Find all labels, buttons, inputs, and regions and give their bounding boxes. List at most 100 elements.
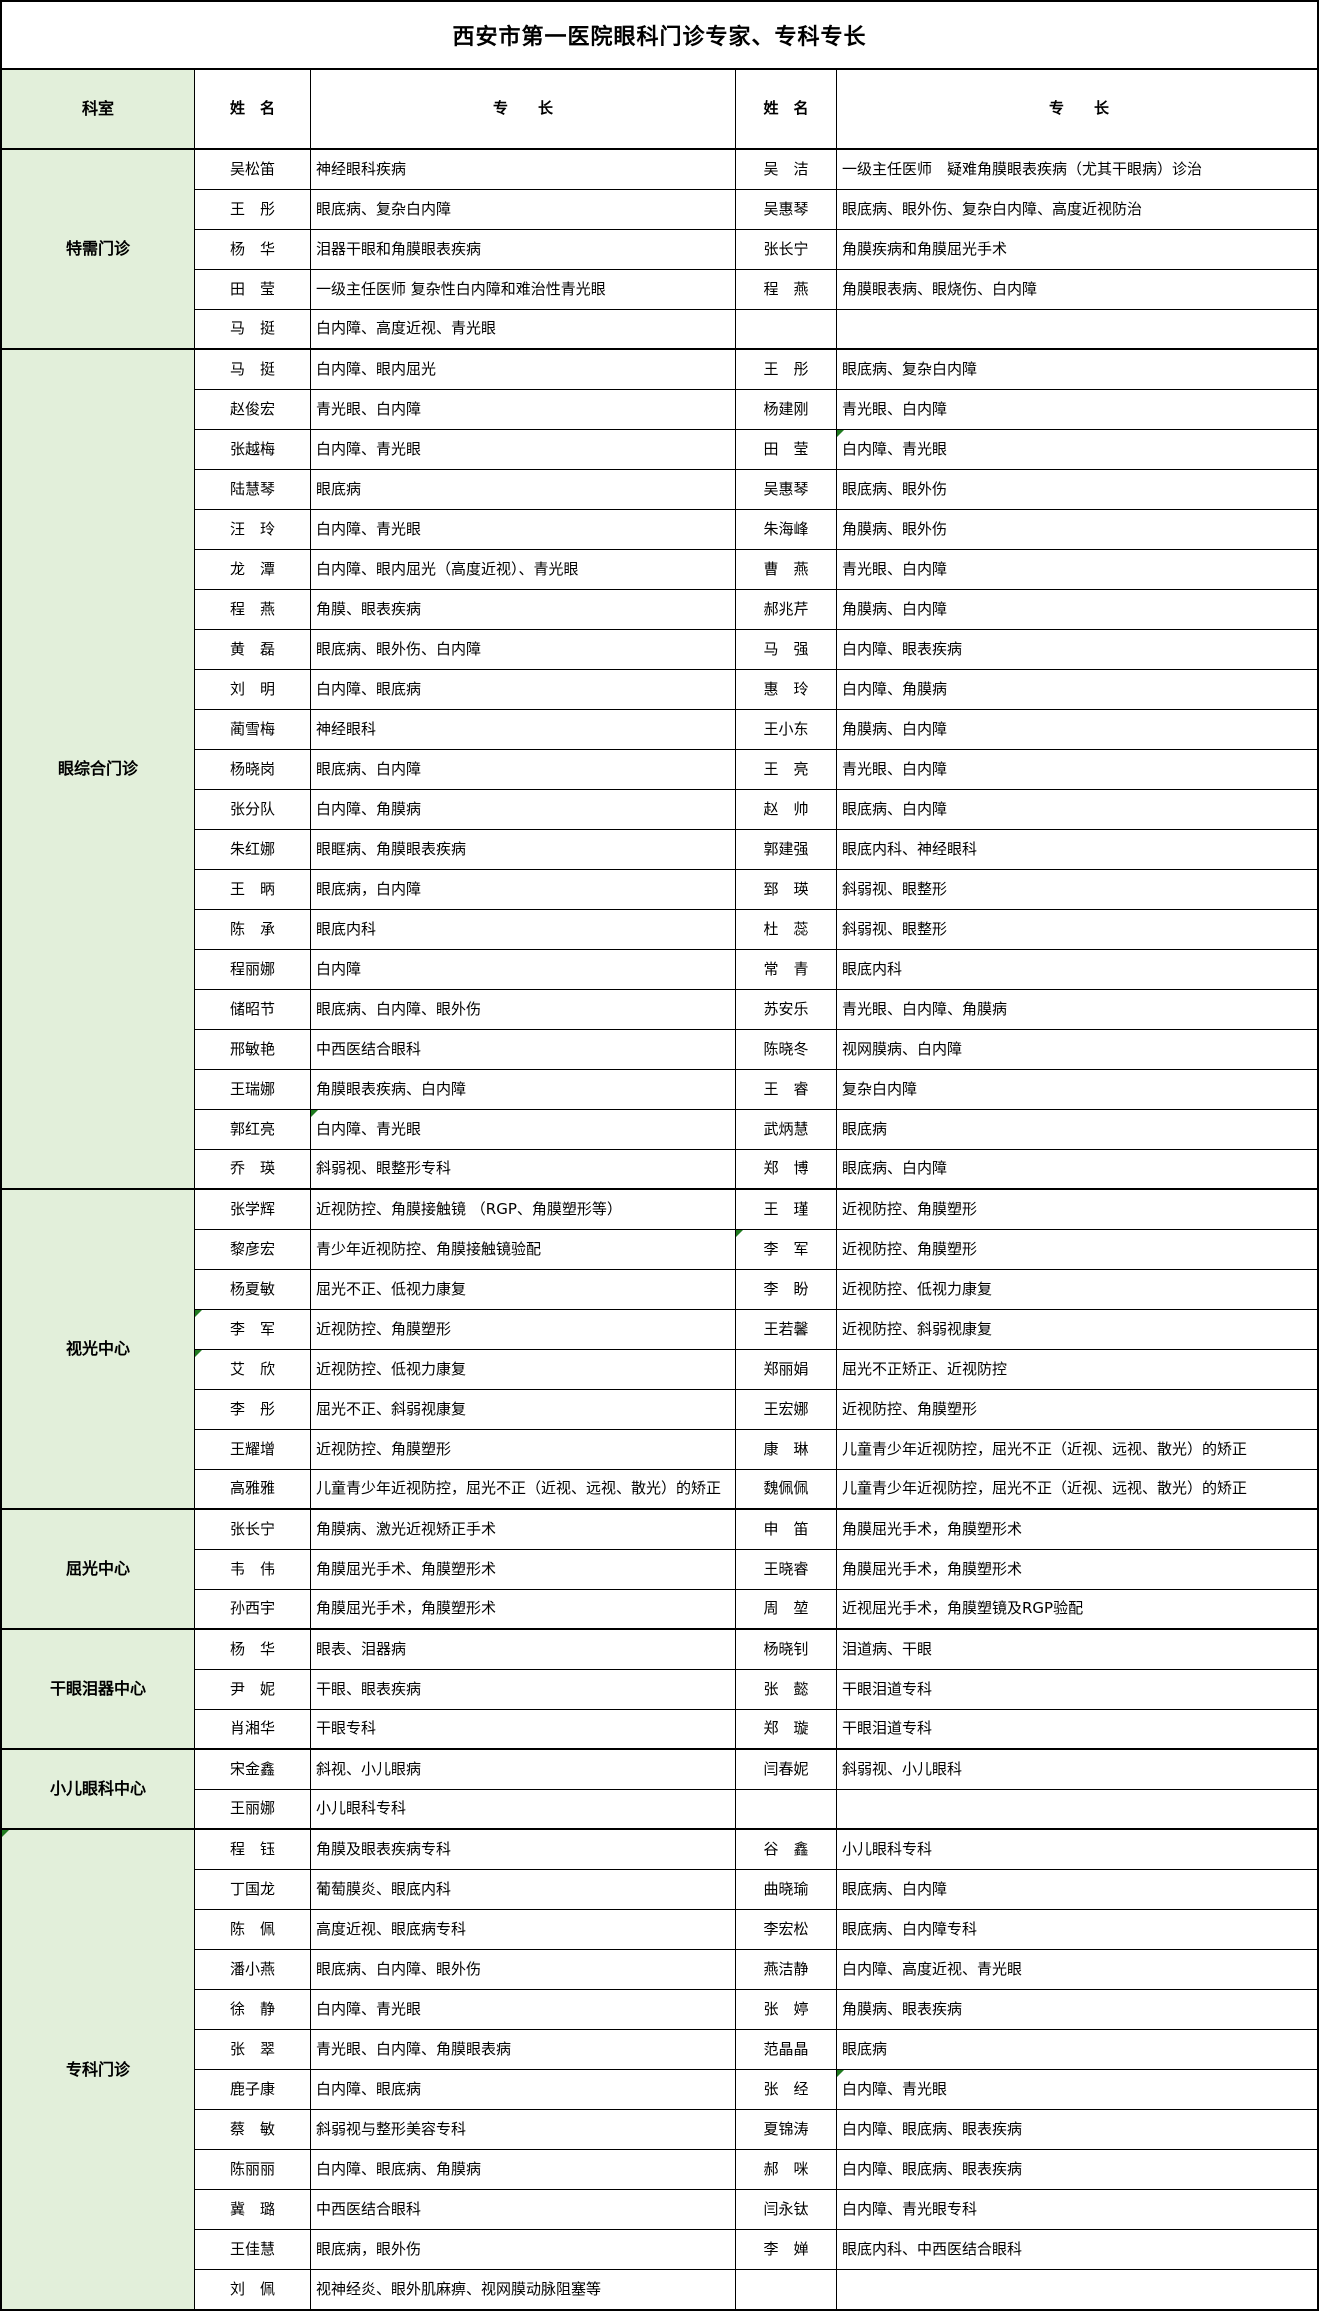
doctor-name-cell: 张越梅	[195, 430, 311, 470]
doctor-name-cell: 李 军	[195, 1310, 311, 1350]
doctor-name-cell: 郝 咪	[736, 2150, 837, 2190]
specialty-cell: 青光眼、白内障	[837, 750, 1317, 790]
doctor-name-cell: 王 彤	[195, 190, 311, 230]
doctor-name-cell: 王 彤	[736, 350, 837, 390]
doctor-name-cell: 张分队	[195, 790, 311, 830]
doctor-name-cell: 马 挺	[195, 310, 311, 350]
specialty-cell: 近视屈光手术，角膜塑镜及RGP验配	[837, 1590, 1317, 1630]
doctor-name-cell: 孙西宇	[195, 1590, 311, 1630]
specialty-cell: 近视防控、角膜塑形	[311, 1310, 736, 1350]
specialty-cell: 葡萄膜炎、眼底内科	[311, 1870, 736, 1910]
doctor-name-cell: 程 燕	[736, 270, 837, 310]
cell-flag-icon	[311, 1110, 318, 1117]
specialty-cell: 眼底病，白内障	[311, 870, 736, 910]
department-cell: 专科门诊	[2, 1830, 195, 2309]
doctor-name-cell: 刘 佩	[195, 2270, 311, 2309]
specialty-cell: 角膜眼表疾病、白内障	[311, 1070, 736, 1110]
header-specialty-right: 专 长	[837, 70, 1317, 150]
doctor-name-cell: 朱海峰	[736, 510, 837, 550]
doctor-name-cell: 杨夏敏	[195, 1270, 311, 1310]
doctor-name-cell: 王宏娜	[736, 1390, 837, 1430]
header-specialty-left: 专 长	[311, 70, 736, 150]
specialty-cell: 眼底病	[837, 2030, 1317, 2070]
specialty-cell: 青光眼、白内障	[311, 390, 736, 430]
doctor-name-cell: 曲晓瑜	[736, 1870, 837, 1910]
doctor-name-cell: 郭建强	[736, 830, 837, 870]
specialty-cell: 白内障、青光眼	[311, 510, 736, 550]
specialty-cell: 青光眼、白内障	[837, 550, 1317, 590]
specialty-cell: 眼底病，眼外伤	[311, 2230, 736, 2270]
doctor-name-cell: 杨 华	[195, 1630, 311, 1670]
specialty-cell: 白内障、眼表疾病	[837, 630, 1317, 670]
doctor-name-cell: 肖湘华	[195, 1710, 311, 1750]
specialty-cell: 近视防控、角膜塑形	[837, 1390, 1317, 1430]
doctor-name-cell: 陈晓冬	[736, 1030, 837, 1070]
specialty-cell: 斜弱视与整形美容专科	[311, 2110, 736, 2150]
specialty-cell: 近视防控、角膜接触镜 （RGP、角膜塑形等）	[311, 1190, 736, 1230]
department-cell: 眼综合门诊	[2, 350, 195, 1190]
doctor-name-cell: 吴松笛	[195, 150, 311, 190]
table-header-row: 科室 姓 名 专 长 姓 名 专 长	[2, 70, 1317, 150]
specialty-cell: 干眼专科	[311, 1710, 736, 1750]
specialty-cell: 白内障、青光眼	[311, 1990, 736, 2030]
specialty-cell: 角膜病、激光近视矫正手术	[311, 1510, 736, 1550]
table-body: 特需门诊 吴松笛 神经眼科疾病吴 洁一级主任医师 疑难角膜眼表疾病（尤其干眼病）诊治…	[2, 150, 1317, 2309]
specialty-cell: 小儿眼科专科	[837, 1830, 1317, 1870]
doctor-name-cell: 郑 璇	[736, 1710, 837, 1750]
doctor-name-cell: 王 睿	[736, 1070, 837, 1110]
specialty-cell: 角膜疾病和角膜屈光手术	[837, 230, 1317, 270]
specialty-cell: 角膜病、眼表疾病	[837, 1990, 1317, 2030]
specialty-cell: 白内障、眼内屈光	[311, 350, 736, 390]
specialty-cell: 白内障、青光眼	[311, 1110, 736, 1150]
specialty-cell: 白内障、青光眼	[837, 430, 1317, 470]
specialty-cell: 白内障、青光眼	[311, 430, 736, 470]
specialty-cell: 干眼泪道专科	[837, 1670, 1317, 1710]
doctor-name-cell: 张 婷	[736, 1990, 837, 2030]
doctor-name-cell: 周 堃	[736, 1590, 837, 1630]
specialty-cell: 白内障、眼底病、眼表疾病	[837, 2110, 1317, 2150]
specialty-cell: 白内障、角膜病	[837, 670, 1317, 710]
doctor-name-cell: 王小东	[736, 710, 837, 750]
specialty-cell: 青少年近视防控、角膜接触镜验配	[311, 1230, 736, 1270]
specialty-cell: 眼底病、白内障专科	[837, 1910, 1317, 1950]
specialty-cell: 眼底病	[837, 1110, 1317, 1150]
specialty-cell: 青光眼、白内障、角膜病	[837, 990, 1317, 1030]
doctor-name-cell: 陈 佩	[195, 1910, 311, 1950]
doctor-name-cell: 陈丽丽	[195, 2150, 311, 2190]
specialty-cell: 眼底内科	[311, 910, 736, 950]
doctor-name-cell: 鹿子康	[195, 2070, 311, 2110]
doctor-name-cell: 张长宁	[195, 1510, 311, 1550]
doctor-name-cell: 宋金鑫	[195, 1750, 311, 1790]
specialty-cell: 斜弱视、眼整形	[837, 870, 1317, 910]
specialty-cell: 眼底内科	[837, 950, 1317, 990]
cell-flag-icon	[195, 1350, 202, 1357]
specialty-cell: 屈光不正矫正、近视防控	[837, 1350, 1317, 1390]
doctor-name-cell: 谷 鑫	[736, 1830, 837, 1870]
specialty-cell: 角膜病、眼外伤	[837, 510, 1317, 550]
doctor-name-cell: 李宏松	[736, 1910, 837, 1950]
cell-flag-icon	[195, 1310, 202, 1317]
specialty-cell: 眼底病、眼外伤、复杂白内障、高度近视防治	[837, 190, 1317, 230]
specialty-cell: 屈光不正、低视力康复	[311, 1270, 736, 1310]
specialty-cell: 角膜眼表病、眼烧伤、白内障	[837, 270, 1317, 310]
doctor-name-cell: 郑 博	[736, 1150, 837, 1190]
specialty-cell: 眼底病、白内障	[837, 1150, 1317, 1190]
specialty-cell: 眼表、泪器病	[311, 1630, 736, 1670]
specialty-cell: 神经眼科	[311, 710, 736, 750]
cell-flag-icon	[2, 1830, 9, 1837]
specialty-cell: 复杂白内障	[837, 1070, 1317, 1110]
doctor-name-cell: 吴 洁	[736, 150, 837, 190]
specialty-cell: 白内障	[311, 950, 736, 990]
doctor-name-cell: 陆慧琴	[195, 470, 311, 510]
specialty-cell: 一级主任医师 疑难角膜眼表疾病（尤其干眼病）诊治	[837, 150, 1317, 190]
specialty-cell: 一级主任医师 复杂性白内障和难治性青光眼	[311, 270, 736, 310]
specialty-cell: 视神经炎、眼外肌麻痹、视网膜动脉阻塞等	[311, 2270, 736, 2309]
doctor-name-cell: 郑丽娟	[736, 1350, 837, 1390]
doctor-name-cell: 赵 帅	[736, 790, 837, 830]
specialty-cell: 白内障、高度近视、青光眼	[311, 310, 736, 350]
specialty-cell: 视网膜病、白内障	[837, 1030, 1317, 1070]
header-name-right: 姓 名	[736, 70, 837, 150]
specialty-cell	[837, 2270, 1317, 2309]
specialty-cell: 斜弱视、眼整形	[837, 910, 1317, 950]
doctor-name-cell: 燕洁静	[736, 1950, 837, 1990]
